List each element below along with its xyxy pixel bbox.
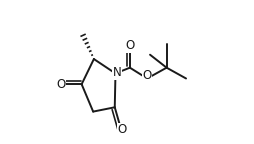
Bar — [58, 80, 64, 89]
Text: O: O — [142, 69, 152, 82]
Bar — [144, 71, 150, 80]
Bar — [127, 41, 133, 50]
Text: O: O — [56, 78, 66, 91]
Bar — [119, 126, 125, 134]
Text: N: N — [113, 66, 121, 79]
Text: O: O — [117, 123, 126, 136]
Text: O: O — [125, 39, 135, 52]
Bar — [114, 68, 120, 77]
